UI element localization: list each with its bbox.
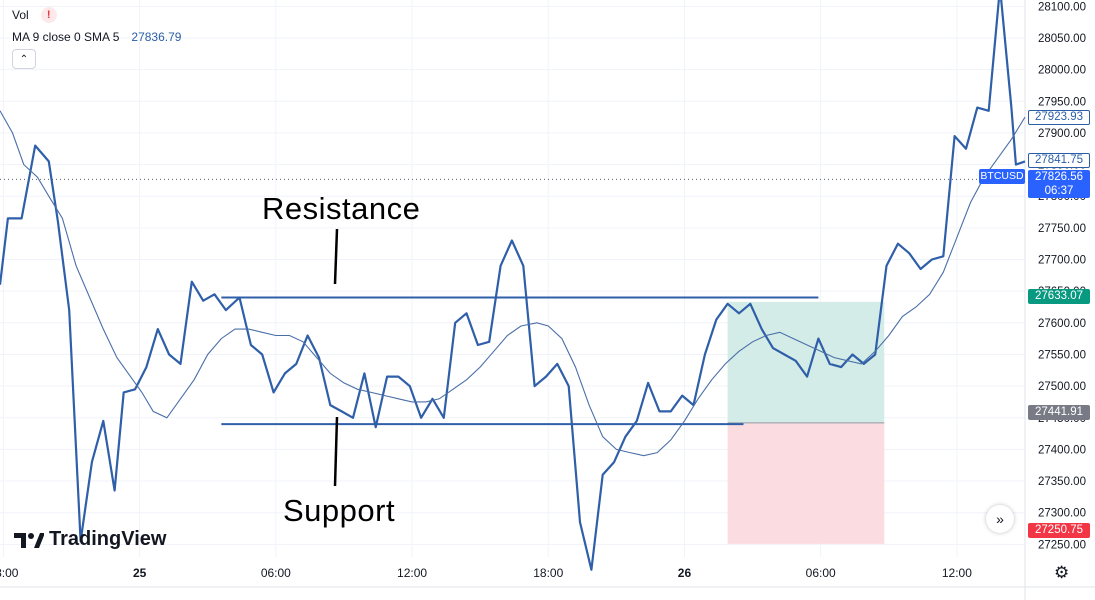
y-tick-label: 27250.00: [1038, 539, 1086, 551]
y-tick-label: 27550.00: [1038, 349, 1086, 361]
ma-indicator-value: 27836.79: [131, 30, 182, 44]
support-annotation: Support: [283, 493, 396, 528]
tradingview-logo[interactable]: TradingView: [14, 528, 166, 551]
y-tick-label: 27950.00: [1038, 96, 1086, 108]
x-tick-label: 26: [678, 566, 692, 580]
stop-zone: [727, 422, 885, 544]
ma-line: [0, 110, 1026, 457]
chevron-up-icon: ⌃: [19, 53, 29, 65]
last-marker-price-tag: 27841.75: [1028, 153, 1090, 168]
y-tick-label: 28000.00: [1038, 65, 1086, 77]
ma-price-tag: 27923.93: [1028, 110, 1090, 125]
target-zone: [727, 301, 885, 423]
current-price-value: 27826.56: [1035, 171, 1083, 183]
current-price-tag: 27826.56 06:37: [1028, 170, 1090, 198]
scroll-to-realtime-button[interactable]: »: [986, 505, 1014, 533]
symbol-tag: BTCUSD: [979, 169, 1025, 184]
bar-countdown: 06:37: [1044, 185, 1074, 197]
support-pointer: [333, 416, 339, 487]
y-tick-label: 27600.00: [1038, 318, 1086, 330]
resistance-annotation: Resistance: [262, 191, 421, 226]
x-tick-label: 12:00: [942, 566, 972, 580]
stop-price-tag: 27250.75: [1028, 523, 1090, 538]
tradingview-logo-icon: [14, 532, 44, 548]
resistance-pointer: [333, 228, 339, 285]
double-chevron-right-icon: »: [996, 511, 1004, 527]
x-tick-label: 06:00: [261, 566, 291, 580]
y-tick-label: 27500.00: [1038, 381, 1086, 393]
x-tick-label: 06:00: [806, 566, 836, 580]
price-line: [0, 0, 1026, 571]
volume-indicator-label[interactable]: Vol: [12, 8, 29, 22]
settings-gear-icon[interactable]: ⚙: [1054, 563, 1070, 582]
y-tick-label: 27300.00: [1038, 508, 1086, 520]
y-tick-label: 27750.00: [1038, 223, 1086, 235]
entry-price-tag: 27441.91: [1028, 405, 1090, 420]
y-tick-label: 28100.00: [1038, 1, 1086, 13]
tradingview-logo-text: TradingView: [49, 528, 167, 550]
y-tick-label: 28050.00: [1038, 33, 1086, 45]
warning-icon[interactable]: !: [40, 7, 57, 23]
y-tick-label: 27900.00: [1038, 128, 1086, 140]
collapse-legend-button[interactable]: ⌃: [12, 49, 36, 69]
indicator-legend: Vol ! MA 9 close 0 SMA 5 27836.79 ⌃: [12, 7, 181, 73]
x-tick-label: 18:00: [0, 566, 19, 580]
x-tick-label: 25: [133, 566, 147, 580]
ma-indicator-label[interactable]: MA 9 close 0 SMA 5: [12, 30, 120, 44]
y-tick-label: 27350.00: [1038, 476, 1086, 488]
y-tick-label: 27400.00: [1038, 444, 1086, 456]
target-price-tag: 27633.07: [1028, 289, 1090, 304]
x-tick-label: 18:00: [533, 566, 563, 580]
y-tick-label: 27700.00: [1038, 255, 1086, 267]
x-tick-label: 12:00: [397, 566, 427, 580]
